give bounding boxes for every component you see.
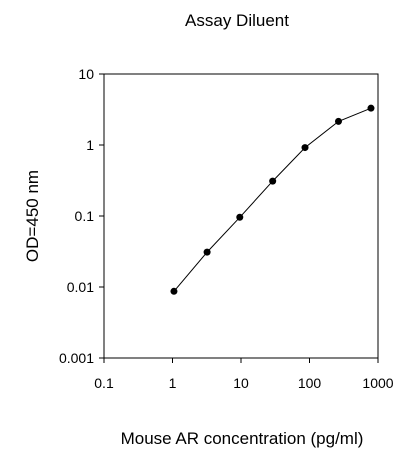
x-tick-label: 0.1 <box>94 375 114 391</box>
y-tick-label: 1 <box>86 137 94 153</box>
data-point <box>203 248 211 256</box>
y-axis-label: OD=450 nm <box>23 170 42 262</box>
x-tick-label: 1 <box>169 375 177 391</box>
series-line <box>173 107 372 292</box>
y-tick-label: 0.1 <box>75 208 95 224</box>
series-1 <box>170 104 375 295</box>
data-point <box>334 117 342 125</box>
data-point <box>269 177 277 185</box>
x-tick-label: 100 <box>298 375 322 391</box>
data-point <box>170 287 178 295</box>
y-tick-label: 10 <box>78 66 94 82</box>
data-point <box>367 104 375 112</box>
chart-title: Assay Diluent <box>185 11 289 30</box>
axes: 0.1 1 10 100 1000 0.001 0.01 0.1 1 10 <box>59 66 394 391</box>
data-point <box>301 144 309 152</box>
x-tick-label: 1000 <box>362 375 393 391</box>
data-point <box>236 213 244 221</box>
x-axis-label: Mouse AR concentration (pg/ml) <box>121 429 364 448</box>
y-tick-label: 0.001 <box>59 350 94 366</box>
y-tick-label: 0.01 <box>67 279 94 295</box>
x-tick-label: 10 <box>233 375 249 391</box>
